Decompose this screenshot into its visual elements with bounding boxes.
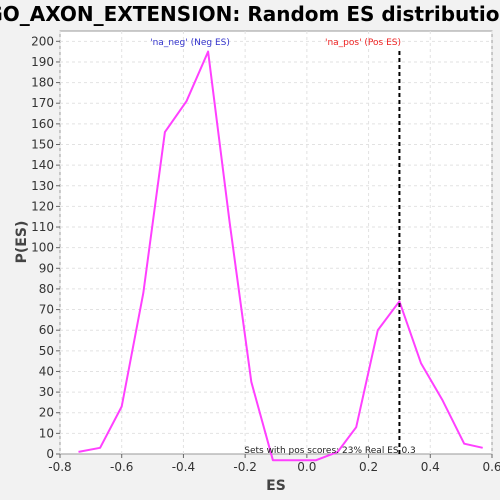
y-tick-label: 120 [31, 199, 54, 213]
x-tick-label: 0.4 [421, 460, 440, 474]
y-axis-title: P(ES) [14, 221, 30, 264]
y-tick-label: 150 [31, 137, 54, 151]
chart-title: GO_AXON_EXTENSION: Random ES distributio… [0, 2, 500, 26]
y-tick-label: 130 [31, 179, 54, 193]
y-tick-label: 40 [39, 364, 54, 378]
x-axis-ticks: -0.8 -0.6 -0.4 -0.2 0.0 0.2 0.4 0.6 [48, 454, 500, 474]
plot-area [59, 30, 493, 455]
y-tick-label: 110 [31, 220, 54, 234]
x-tick-label: -0.2 [233, 460, 256, 474]
y-tick-label: 140 [31, 158, 54, 172]
x-tick-label: -0.8 [48, 460, 71, 474]
y-tick-label: 20 [39, 406, 54, 420]
y-tick-label: 180 [31, 76, 54, 90]
footer-annotation: Sets with pos scores: 23% Real ES 0.3 [244, 446, 416, 456]
y-tick-label: 160 [31, 117, 54, 131]
y-tick-label: 80 [39, 282, 54, 296]
neg-es-label: 'na_neg' (Neg ES) [150, 38, 230, 48]
x-tick-label: 0.6 [482, 460, 500, 474]
y-tick-label: 200 [31, 34, 54, 48]
x-tick-label: 0.0 [297, 460, 316, 474]
y-tick-label: 170 [31, 96, 54, 110]
x-tick-label: -0.6 [110, 460, 133, 474]
grid-lines [59, 31, 493, 454]
series-layer [78, 50, 483, 462]
y-tick-label: 190 [31, 55, 54, 69]
x-tick-label: 0.2 [359, 460, 378, 474]
y-axis-ticks: 0 10 20 30 40 50 60 70 80 90 100 110 120 130 140 150 160… [31, 34, 60, 461]
y-tick-label: 90 [39, 261, 54, 275]
x-tick-label: -0.4 [172, 460, 195, 474]
y-tick-label: 50 [39, 344, 54, 358]
x-axis-title: ES [266, 478, 286, 494]
y-tick-label: 60 [39, 323, 54, 337]
y-tick-label: 10 [39, 426, 54, 440]
y-tick-label: 0 [46, 447, 54, 461]
y-tick-label: 70 [39, 303, 54, 317]
pos-es-label: 'na_pos' (Pos ES) [325, 38, 401, 48]
y-tick-label: 100 [31, 241, 54, 255]
distribution-line [78, 50, 483, 462]
y-tick-label: 30 [39, 385, 54, 399]
